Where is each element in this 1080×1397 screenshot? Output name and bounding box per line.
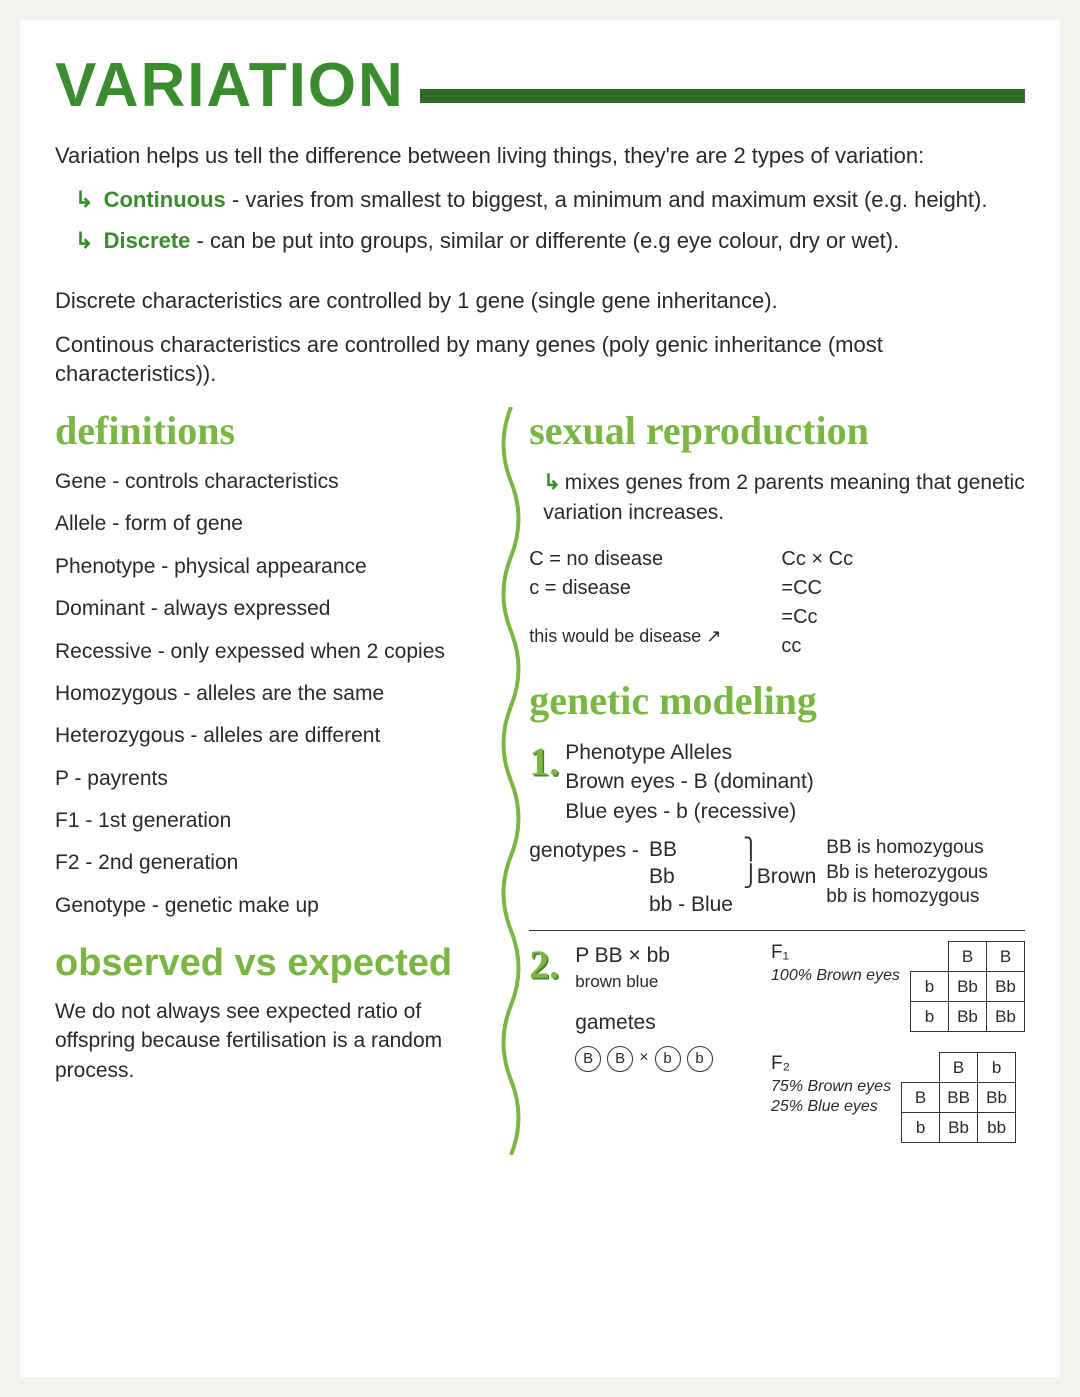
step1-blue: Blue eyes - b (recessive) bbox=[565, 797, 814, 826]
discrete-desc: - can be put into groups, similar or dif… bbox=[190, 228, 899, 253]
step1-brown: Brown eyes - B (dominant) bbox=[565, 767, 814, 796]
intro-text: Variation helps us tell the difference b… bbox=[55, 141, 1025, 171]
cross-r2: =Cc bbox=[781, 603, 853, 632]
step-1: 1. Phenotype Alleles Brown eyes - B (dom… bbox=[529, 738, 1025, 918]
title-row: VARIATION bbox=[55, 50, 1025, 121]
def-item: F1 - 1st generation bbox=[55, 807, 481, 835]
def-item: Gene - controls characteristics bbox=[55, 468, 481, 496]
note-bb-homo: BB is homozygous bbox=[826, 836, 988, 861]
arrow-icon: ↳ bbox=[543, 471, 561, 494]
F1-label: F₁ bbox=[771, 941, 900, 966]
continuous-line: ↳ Continuous - varies from smallest to b… bbox=[55, 185, 1025, 215]
title-underline bbox=[420, 89, 1025, 103]
note-bb-hetero: Bb is heterozygous bbox=[826, 861, 988, 886]
P-cross: P BB × bb bbox=[575, 941, 712, 970]
definitions-list: Gene - controls characteristics Allele -… bbox=[55, 468, 481, 920]
inheritance-line2: Continous characteristics are controlled… bbox=[55, 330, 1025, 389]
wavy-divider-icon bbox=[501, 407, 521, 1155]
note-bb-homo2: bb is homozygous bbox=[826, 885, 988, 910]
arrow-icon: ↳ bbox=[75, 187, 93, 212]
F1-result: 100% Brown eyes bbox=[771, 966, 900, 987]
gamete-b: b bbox=[655, 1046, 681, 1072]
gamete-b: b bbox=[687, 1046, 713, 1072]
definitions-heading: definitions bbox=[55, 407, 481, 454]
step-number-2: 2. bbox=[529, 941, 559, 988]
punnett-F2: Bb BBBBb bBbbb bbox=[901, 1052, 1016, 1143]
def-item: Dominant - always expressed bbox=[55, 595, 481, 623]
right-column: sexual reproduction ↳mixes genes from 2 … bbox=[501, 407, 1025, 1155]
step-number-1: 1. bbox=[529, 738, 559, 785]
F2-label: F₂ bbox=[771, 1052, 891, 1077]
divider-line bbox=[529, 930, 1025, 931]
def-item: Homozygous - alleles are the same bbox=[55, 680, 481, 708]
sexual-bullet: ↳mixes genes from 2 parents meaning that… bbox=[529, 468, 1025, 527]
genotypes-label: genotypes - bbox=[529, 836, 639, 865]
columns: definitions Gene - controls characterist… bbox=[55, 407, 1025, 1155]
cross-block: C = no disease c = disease this would be… bbox=[529, 545, 1025, 661]
step-2: 2. P BB × bb brown blue gametes B B bbox=[529, 941, 1025, 1143]
observed-text: We do not always see expected ratio of o… bbox=[55, 997, 481, 1085]
P-labels: brown blue bbox=[575, 970, 712, 994]
disease-note: this would be disease ↗ bbox=[529, 623, 721, 649]
discrete-line: ↳ Discrete - can be put into groups, sim… bbox=[55, 226, 1025, 256]
inheritance-line1: Discrete characteristics are controlled … bbox=[55, 286, 1025, 316]
cross-parents: Cc × Cc bbox=[781, 545, 853, 574]
gamete-B: B bbox=[575, 1046, 601, 1072]
def-item: Phenotype - physical appearance bbox=[55, 553, 481, 581]
discrete-term: Discrete bbox=[104, 228, 191, 253]
cross-r3: cc bbox=[781, 632, 853, 661]
continuous-desc: - varies from smallest to biggest, a min… bbox=[226, 187, 988, 212]
sexual-heading: sexual reproduction bbox=[529, 407, 1025, 454]
page-title: VARIATION bbox=[55, 50, 405, 121]
continuous-term: Continuous bbox=[104, 187, 226, 212]
def-item: Genotype - genetic make up bbox=[55, 892, 481, 920]
left-column: definitions Gene - controls characterist… bbox=[55, 407, 501, 1155]
F2-brown: 75% Brown eyes bbox=[771, 1077, 891, 1098]
gamete-B: B bbox=[607, 1046, 633, 1072]
cross-r1: =CC bbox=[781, 574, 853, 603]
def-item: Allele - form of gene bbox=[55, 510, 481, 538]
def-item: P - payrents bbox=[55, 765, 481, 793]
step1-head: Phenotype Alleles bbox=[565, 738, 814, 767]
C-no-disease: C = no disease bbox=[529, 545, 721, 574]
F2-blue: 25% Blue eyes bbox=[771, 1097, 891, 1118]
gametes-label: gametes bbox=[575, 1008, 712, 1037]
genotypes-block: genotypes - BB Bb bb - Blue ⎫ ⎭Brown BB … bbox=[529, 836, 1025, 918]
note-page: VARIATION Variation helps us tell the di… bbox=[20, 20, 1060, 1377]
c-disease: c = disease bbox=[529, 574, 721, 603]
def-item: Heterozygous - alleles are different bbox=[55, 722, 481, 750]
genetic-heading: genetic modeling bbox=[529, 677, 1025, 724]
punnett-F1: BB bBbBb bBbBb bbox=[910, 941, 1025, 1032]
def-item: F2 - 2nd generation bbox=[55, 849, 481, 877]
def-item: Recessive - only expessed when 2 copies bbox=[55, 638, 481, 666]
gametes-diagram: B B × b b bbox=[575, 1046, 712, 1072]
observed-heading: observed vs expected bbox=[55, 942, 481, 985]
arrow-icon: ↳ bbox=[75, 228, 93, 253]
